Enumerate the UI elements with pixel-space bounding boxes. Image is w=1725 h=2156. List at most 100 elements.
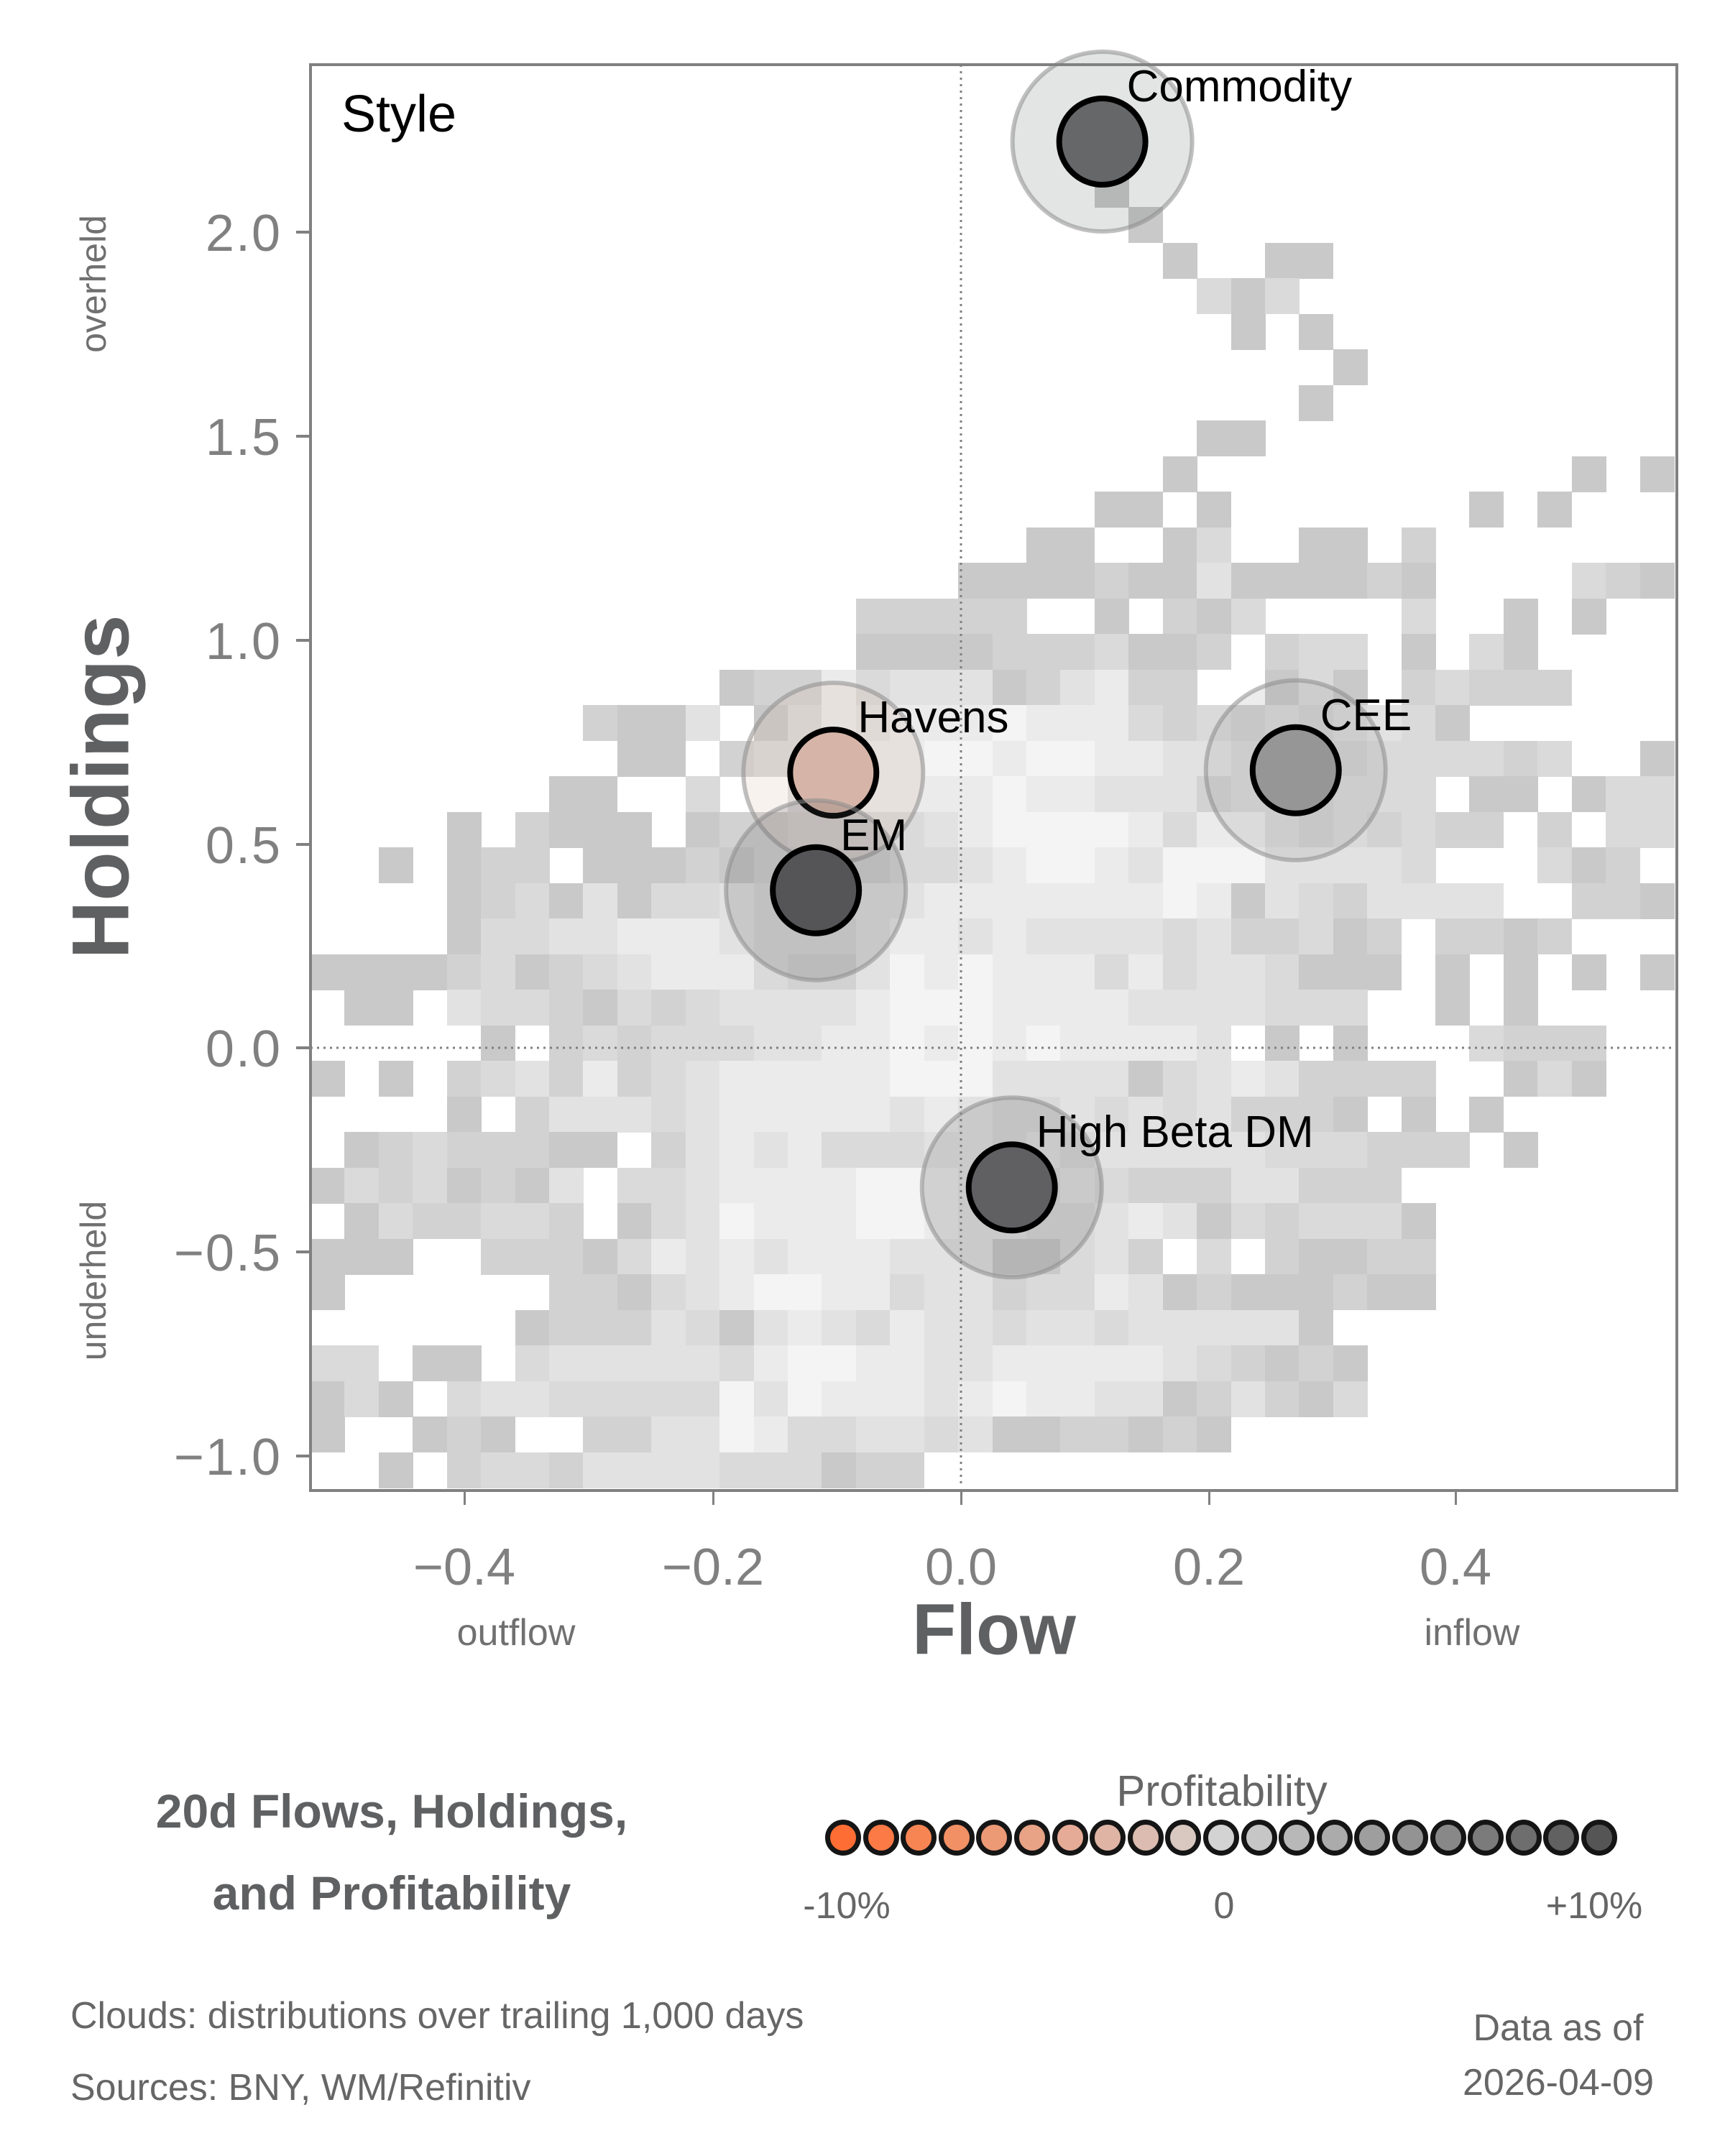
heatmap-cell (719, 990, 755, 1026)
heatmap-cell (1401, 527, 1436, 563)
heatmap-cell (822, 1203, 857, 1240)
heatmap-cell (651, 1309, 686, 1346)
heatmap-cell (855, 1416, 891, 1453)
heatmap-cell (1333, 1167, 1368, 1204)
heatmap-cell (890, 1238, 925, 1275)
y-tick-mark (296, 1250, 310, 1253)
heatmap-cell (890, 669, 925, 706)
heatmap-cell (685, 1203, 720, 1240)
heatmap-cell (924, 918, 959, 955)
heatmap-cell (1162, 634, 1197, 671)
marker-dot (1249, 724, 1342, 816)
heatmap-cell (549, 1309, 584, 1346)
heatmap-cell (685, 847, 720, 884)
heatmap-cell (1639, 456, 1675, 492)
y-tick-mark (296, 435, 310, 438)
marker-label: Commodity (1126, 62, 1353, 112)
heatmap-cell (719, 1061, 755, 1097)
heatmap-cell (924, 990, 959, 1026)
heatmap-cell (651, 705, 686, 742)
heatmap-cell (515, 883, 550, 919)
heatmap-cell (617, 740, 652, 777)
heatmap-cell (1128, 1309, 1164, 1346)
heatmap-cell (1094, 1345, 1129, 1382)
legend-mid-label: 0 (1213, 1885, 1235, 1927)
heatmap-cell (651, 918, 686, 955)
heatmap-cell (1571, 563, 1606, 599)
heatmap-cell (378, 1238, 413, 1275)
heatmap-cell (1162, 669, 1197, 706)
heatmap-cell (1128, 1061, 1164, 1097)
heatmap-cell (1469, 1025, 1504, 1061)
x-tick-label: −0.4 (413, 1539, 516, 1596)
heatmap-cell (1299, 634, 1334, 671)
heatmap-cell (617, 1167, 652, 1204)
heatmap-cell (1094, 776, 1129, 813)
heatmap-cell (992, 1096, 1027, 1133)
heatmap-cell (617, 883, 652, 919)
heatmap-cell (1503, 1025, 1538, 1061)
heatmap-cell (753, 1416, 788, 1453)
heatmap-cell (924, 634, 959, 671)
heatmap-cell (583, 954, 618, 990)
heatmap-cell (1401, 811, 1436, 848)
heatmap-cell (617, 918, 652, 955)
heatmap-cell (1197, 1203, 1231, 1240)
heatmap-cell (1197, 811, 1231, 848)
heatmap-cell (344, 1345, 380, 1382)
heatmap-cell (1128, 1096, 1164, 1133)
heatmap-cell (1026, 1274, 1061, 1311)
heatmap-cell (924, 811, 959, 848)
x-tick-mark (712, 1489, 714, 1505)
y-overheld-note: overheld (73, 215, 114, 353)
heatmap-cell (651, 1096, 686, 1133)
heatmap-cell (1299, 384, 1334, 421)
heatmap-cell (1571, 456, 1606, 492)
legend-color-dot (938, 1820, 975, 1856)
heatmap-cell (1401, 563, 1436, 599)
heatmap-cell (1469, 918, 1504, 955)
heatmap-cell (1094, 634, 1129, 671)
heatmap-cell (446, 1381, 482, 1417)
legend-color-dot (825, 1820, 861, 1856)
heatmap-cell (1197, 1309, 1231, 1346)
heatmap-cell (1060, 1416, 1095, 1453)
heatmap-cell (1264, 1132, 1300, 1169)
heatmap-cell (1401, 1096, 1436, 1133)
y-tick-mark (296, 843, 310, 846)
heatmap-cell (1230, 1309, 1266, 1346)
heatmap-cell (1333, 1096, 1368, 1133)
heatmap-cell (1469, 492, 1504, 528)
heatmap-cell (1571, 598, 1606, 635)
heatmap-cell (583, 1238, 618, 1275)
heatmap-cell (583, 1416, 618, 1453)
heatmap-cell (515, 1345, 550, 1382)
heatmap-cell (1333, 527, 1368, 563)
heatmap-cell (1094, 492, 1129, 528)
heatmap-cell (1060, 634, 1095, 671)
heatmap-cell (1162, 1345, 1197, 1382)
y-tick-label: −1.0 (173, 1429, 282, 1486)
heatmap-cell (1197, 918, 1231, 955)
heatmap-cell (719, 1132, 755, 1169)
heatmap-cell (1264, 1381, 1300, 1417)
heatmap-cell (549, 1132, 584, 1169)
heatmap-cell (1503, 634, 1538, 671)
heatmap-cell (310, 1061, 345, 1097)
marker-label: Havens (857, 693, 1009, 743)
heatmap-cell (1026, 918, 1061, 955)
heatmap-cell (1230, 990, 1266, 1026)
heatmap-cell (1264, 1096, 1300, 1133)
heatmap-cell (413, 1203, 448, 1240)
y-axis-title: Holdings (55, 614, 146, 959)
heatmap-cell (549, 811, 584, 848)
heatmap-cell (1162, 1416, 1197, 1453)
heatmap-cell (651, 1025, 686, 1061)
heatmap-cell (617, 811, 652, 848)
heatmap-cell (1401, 847, 1436, 884)
heatmap-cell (1571, 847, 1606, 884)
heatmap-cell (1503, 1061, 1538, 1097)
heatmap-cell (344, 1238, 380, 1275)
heatmap-cell (1401, 776, 1436, 813)
heatmap-cell (822, 1061, 857, 1097)
